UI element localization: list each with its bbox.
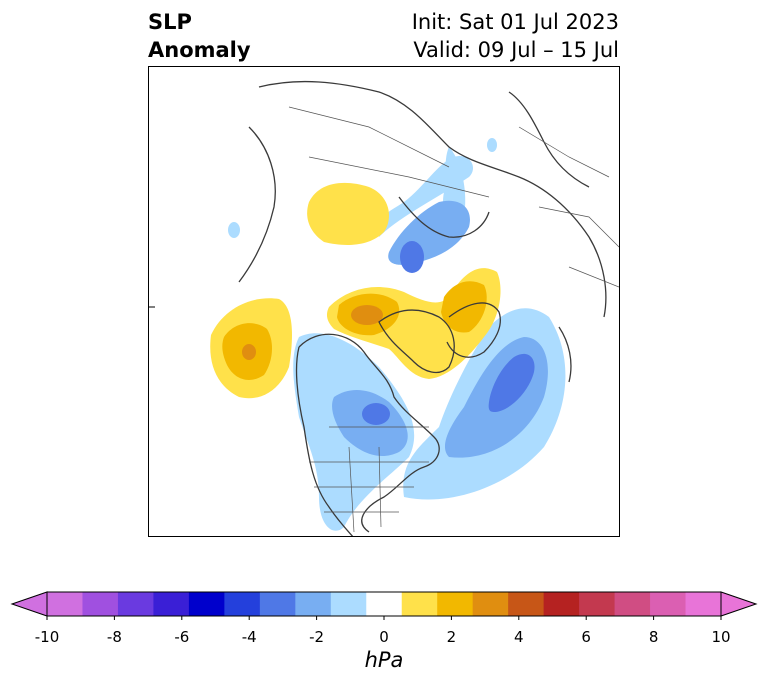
colorbar-segment: [82, 592, 119, 616]
colorbar-segment: [47, 592, 83, 616]
colorbar-unit: hPa: [364, 648, 404, 672]
colorbar-segment: [117, 592, 154, 616]
init-date: Init: Sat 01 Jul 2023: [411, 10, 619, 34]
colorbar-segment: [685, 592, 722, 616]
colorbar-segment: [579, 592, 616, 616]
colorbar-segment: [401, 592, 438, 616]
colorbar: [0, 584, 768, 624]
colorbar-segment: [614, 592, 651, 616]
map-dates: Init: Sat 01 Jul 2023 Valid: 09 Jul – 15…: [412, 8, 619, 64]
colorbar-extend-min: [10, 591, 48, 617]
colorbar-tick-label: -10: [34, 628, 60, 646]
map-title: SLP Anomaly: [148, 8, 251, 64]
colorbar-segment: [472, 592, 509, 616]
colorbar-segment: [366, 592, 403, 616]
colorbar-tick-label: -4: [241, 628, 257, 646]
positive-anomaly-strong: [242, 305, 383, 360]
colorbar-segment: [188, 592, 225, 616]
colorbar-extend-max: [720, 591, 758, 617]
map-panel: [148, 66, 620, 537]
colorbar-tick-label: 10: [711, 628, 731, 646]
colorbar-graphic: [10, 591, 758, 620]
valid-range: Valid: 09 Jul – 15 Jul: [413, 38, 619, 62]
colorbar-tick-label: -2: [309, 628, 325, 646]
colorbar-segment: [153, 592, 190, 616]
colorbar-segment: [224, 592, 261, 616]
political-borders: [288, 106, 619, 533]
colorbar-tick-label: 4: [514, 628, 524, 646]
slp-anomaly-map: [149, 80, 619, 536]
title-variable-line2: Anomaly: [148, 38, 251, 62]
colorbar-segment: [508, 592, 545, 616]
title-variable-line1: SLP: [148, 10, 192, 34]
colorbar-tick-label: -8: [106, 628, 122, 646]
colorbar-tick-label: -6: [174, 628, 190, 646]
colorbar-tick-label: 0: [379, 628, 389, 646]
colorbar-tick-label: 6: [581, 628, 591, 646]
colorbar-segment: [330, 592, 367, 616]
colorbar-tick-label: 2: [446, 628, 457, 646]
colorbar-segment: [259, 592, 296, 616]
colorbar-segment: [543, 592, 580, 616]
negative-anomaly-strong: [362, 241, 535, 425]
colorbar-tick-label: 8: [648, 628, 659, 646]
colorbar-segment: [437, 592, 474, 616]
colorbar-segment: [295, 592, 332, 616]
colorbar-segment: [650, 592, 687, 616]
